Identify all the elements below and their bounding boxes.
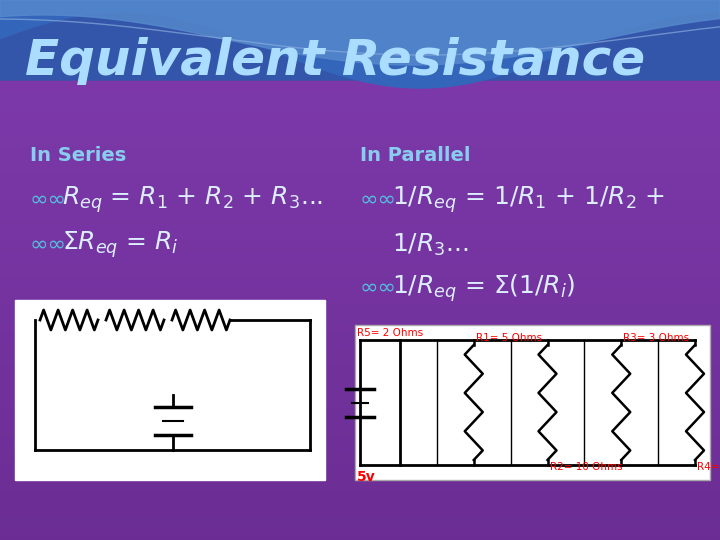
- Text: $\Sigma R_{eq}$ = $R_i$: $\Sigma R_{eq}$ = $R_i$: [62, 230, 179, 260]
- Text: 5v: 5v: [357, 470, 376, 484]
- Text: ∞∞: ∞∞: [360, 190, 397, 210]
- Bar: [355, 325, 710, 480]
- Bar: [15, 300, 325, 480]
- Text: ∞∞: ∞∞: [30, 235, 67, 255]
- Text: R4= 2 Ohms: R4= 2 Ohms: [697, 462, 720, 472]
- Text: In Series: In Series: [30, 146, 126, 165]
- Text: $1/R_{eq}$ = $1/R_1$ + $1/R_2$ +: $1/R_{eq}$ = $1/R_1$ + $1/R_2$ +: [392, 185, 665, 215]
- Text: R1= 5 Ohms: R1= 5 Ohms: [476, 333, 542, 343]
- Text: In Parallel: In Parallel: [360, 146, 470, 165]
- Text: Equivalent Resistance: Equivalent Resistance: [25, 37, 645, 85]
- Text: $1/R_3$...: $1/R_3$...: [392, 232, 469, 258]
- Text: $R_{eq}$ = $R_1$ + $R_2$ + $R_3$...: $R_{eq}$ = $R_1$ + $R_2$ + $R_3$...: [62, 185, 323, 215]
- Text: $1/R_{eq}$ = $\Sigma(1/R_i)$: $1/R_{eq}$ = $\Sigma(1/R_i)$: [392, 272, 575, 304]
- Text: ∞∞: ∞∞: [360, 278, 397, 298]
- Text: R5= 2 Ohms: R5= 2 Ohms: [357, 328, 423, 338]
- Text: R3= 3 Ohms: R3= 3 Ohms: [624, 333, 689, 343]
- Text: R2= 10 Ohms: R2= 10 Ohms: [549, 462, 622, 472]
- Text: ∞∞: ∞∞: [30, 190, 67, 210]
